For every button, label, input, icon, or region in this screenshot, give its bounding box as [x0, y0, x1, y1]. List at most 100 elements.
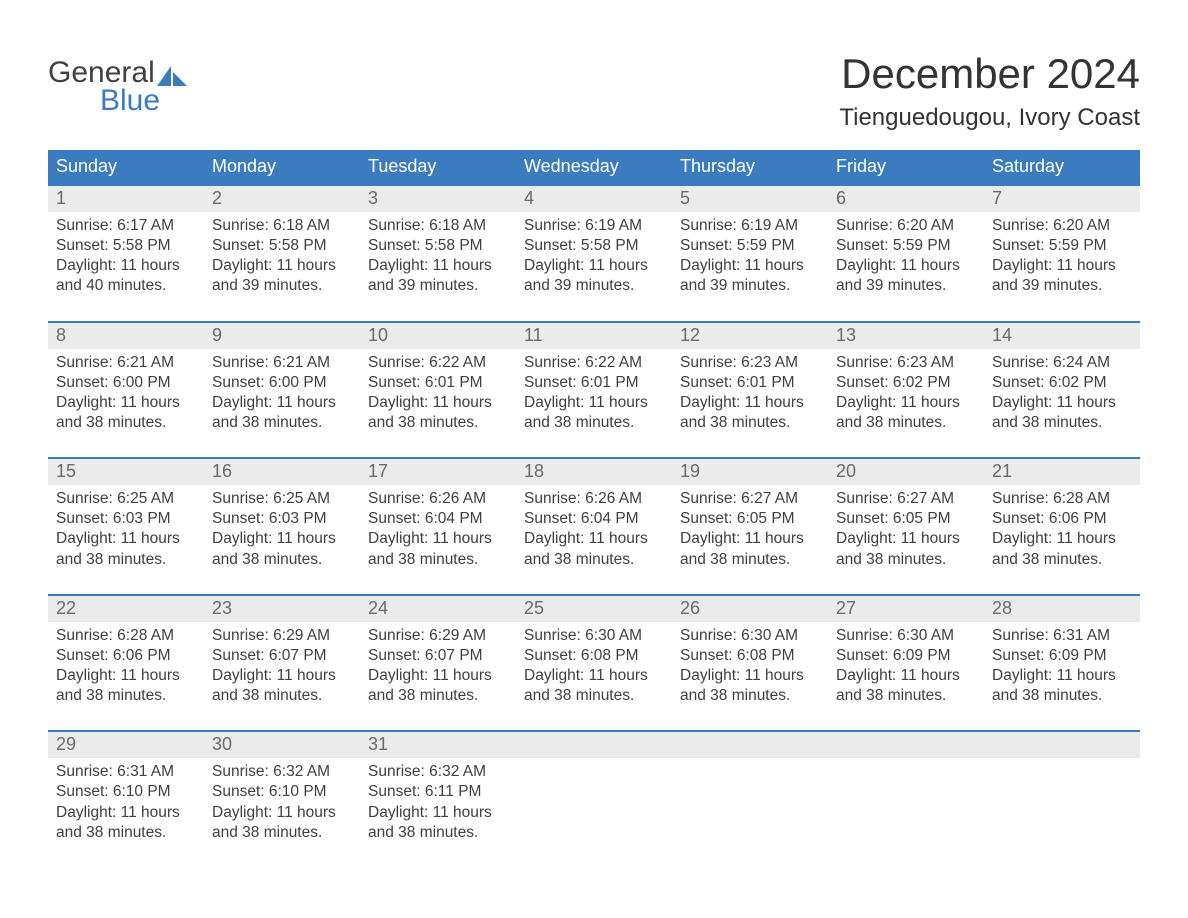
sunrise-text: Sunrise: 6:21 AM [56, 353, 196, 373]
sunset-text: Sunset: 6:06 PM [992, 509, 1132, 529]
sunrise-text: Sunrise: 6:28 AM [56, 626, 196, 646]
sunrise-text: Sunrise: 6:32 AM [212, 762, 352, 782]
dow-cell: Wednesday [516, 150, 672, 184]
sunset-text: Sunset: 6:07 PM [212, 646, 352, 666]
day-number: 21 [984, 459, 1140, 485]
daylight-line1: Daylight: 11 hours [368, 666, 508, 686]
sunset-text: Sunset: 6:02 PM [836, 373, 976, 393]
daylight-line1: Daylight: 11 hours [836, 529, 976, 549]
sunrise-text: Sunrise: 6:19 AM [524, 216, 664, 236]
day-cell: Sunrise: 6:22 AMSunset: 6:01 PMDaylight:… [516, 349, 672, 434]
sail-icon [157, 66, 187, 86]
daylight-line2: and 38 minutes. [368, 686, 508, 706]
day-cell: Sunrise: 6:30 AMSunset: 6:08 PMDaylight:… [516, 622, 672, 707]
day-number: 6 [828, 186, 984, 212]
sunrise-text: Sunrise: 6:32 AM [368, 762, 508, 782]
sunrise-text: Sunrise: 6:26 AM [368, 489, 508, 509]
sunrise-text: Sunrise: 6:27 AM [836, 489, 976, 509]
daylight-line1: Daylight: 11 hours [524, 256, 664, 276]
sunrise-text: Sunrise: 6:23 AM [836, 353, 976, 373]
daylight-line1: Daylight: 11 hours [836, 393, 976, 413]
daylight-line1: Daylight: 11 hours [368, 529, 508, 549]
daylight-line2: and 38 minutes. [212, 686, 352, 706]
day-cell: Sunrise: 6:27 AMSunset: 6:05 PMDaylight:… [828, 485, 984, 570]
daylight-line2: and 38 minutes. [836, 550, 976, 570]
sunset-text: Sunset: 6:05 PM [680, 509, 820, 529]
day-number: 4 [516, 186, 672, 212]
daynum-strip: 1234567 [48, 186, 1140, 212]
day-cell: Sunrise: 6:30 AMSunset: 6:08 PMDaylight:… [672, 622, 828, 707]
day-number: 28 [984, 596, 1140, 622]
day-cell: Sunrise: 6:23 AMSunset: 6:01 PMDaylight:… [672, 349, 828, 434]
sunrise-text: Sunrise: 6:18 AM [368, 216, 508, 236]
day-cell [672, 758, 828, 843]
daylight-line1: Daylight: 11 hours [680, 256, 820, 276]
sunrise-text: Sunrise: 6:30 AM [524, 626, 664, 646]
daylight-line1: Daylight: 11 hours [992, 256, 1132, 276]
daylight-line2: and 38 minutes. [836, 413, 976, 433]
sunset-text: Sunset: 6:01 PM [368, 373, 508, 393]
month-title: December 2024 [839, 50, 1140, 98]
dow-cell: Thursday [672, 150, 828, 184]
daylight-line2: and 40 minutes. [56, 276, 196, 296]
sunset-text: Sunset: 6:04 PM [368, 509, 508, 529]
day-number: 9 [204, 323, 360, 349]
daylight-line2: and 39 minutes. [368, 276, 508, 296]
sunset-text: Sunset: 6:10 PM [212, 782, 352, 802]
day-cell: Sunrise: 6:19 AMSunset: 5:59 PMDaylight:… [672, 212, 828, 297]
daylight-line1: Daylight: 11 hours [524, 529, 664, 549]
daylight-line2: and 39 minutes. [992, 276, 1132, 296]
daylight-line2: and 38 minutes. [680, 550, 820, 570]
day-cell: Sunrise: 6:31 AMSunset: 6:10 PMDaylight:… [48, 758, 204, 843]
dow-cell: Tuesday [360, 150, 516, 184]
daylight-line2: and 38 minutes. [680, 413, 820, 433]
page-header: General Blue December 2024 Tienguedougou… [48, 50, 1140, 132]
daylight-line2: and 38 minutes. [524, 550, 664, 570]
day-cell: Sunrise: 6:32 AMSunset: 6:11 PMDaylight:… [360, 758, 516, 843]
daylight-line2: and 39 minutes. [212, 276, 352, 296]
sunset-text: Sunset: 6:01 PM [680, 373, 820, 393]
sunset-text: Sunset: 6:00 PM [56, 373, 196, 393]
sunset-text: Sunset: 6:11 PM [368, 782, 508, 802]
daylight-line1: Daylight: 11 hours [992, 666, 1132, 686]
sunset-text: Sunset: 5:59 PM [836, 236, 976, 256]
daylight-line2: and 39 minutes. [524, 276, 664, 296]
sunrise-text: Sunrise: 6:25 AM [56, 489, 196, 509]
brand-logo: General Blue [48, 50, 187, 116]
daylight-line1: Daylight: 11 hours [992, 393, 1132, 413]
day-cell: Sunrise: 6:19 AMSunset: 5:58 PMDaylight:… [516, 212, 672, 297]
sunset-text: Sunset: 6:04 PM [524, 509, 664, 529]
day-cell [828, 758, 984, 843]
daylight-line1: Daylight: 11 hours [524, 666, 664, 686]
daylight-line1: Daylight: 11 hours [836, 256, 976, 276]
day-number: 14 [984, 323, 1140, 349]
day-number [672, 732, 828, 758]
day-number: 24 [360, 596, 516, 622]
sunset-text: Sunset: 6:09 PM [836, 646, 976, 666]
day-number: 13 [828, 323, 984, 349]
daylight-line1: Daylight: 11 hours [212, 803, 352, 823]
sunrise-text: Sunrise: 6:29 AM [212, 626, 352, 646]
day-cell: Sunrise: 6:30 AMSunset: 6:09 PMDaylight:… [828, 622, 984, 707]
day-cell: Sunrise: 6:20 AMSunset: 5:59 PMDaylight:… [828, 212, 984, 297]
daylight-line2: and 38 minutes. [56, 413, 196, 433]
day-cell: Sunrise: 6:28 AMSunset: 6:06 PMDaylight:… [984, 485, 1140, 570]
day-number: 23 [204, 596, 360, 622]
daylight-line1: Daylight: 11 hours [680, 666, 820, 686]
daylight-line1: Daylight: 11 hours [56, 666, 196, 686]
day-number: 30 [204, 732, 360, 758]
sunrise-text: Sunrise: 6:23 AM [680, 353, 820, 373]
sunset-text: Sunset: 6:07 PM [368, 646, 508, 666]
sunrise-text: Sunrise: 6:17 AM [56, 216, 196, 236]
day-number: 2 [204, 186, 360, 212]
sunset-text: Sunset: 6:03 PM [212, 509, 352, 529]
day-cell: Sunrise: 6:25 AMSunset: 6:03 PMDaylight:… [48, 485, 204, 570]
day-cell: Sunrise: 6:29 AMSunset: 6:07 PMDaylight:… [204, 622, 360, 707]
day-number: 27 [828, 596, 984, 622]
daynum-strip: 22232425262728 [48, 596, 1140, 622]
day-number: 3 [360, 186, 516, 212]
daylight-line1: Daylight: 11 hours [212, 393, 352, 413]
sunset-text: Sunset: 5:58 PM [524, 236, 664, 256]
day-cell: Sunrise: 6:29 AMSunset: 6:07 PMDaylight:… [360, 622, 516, 707]
day-number: 5 [672, 186, 828, 212]
